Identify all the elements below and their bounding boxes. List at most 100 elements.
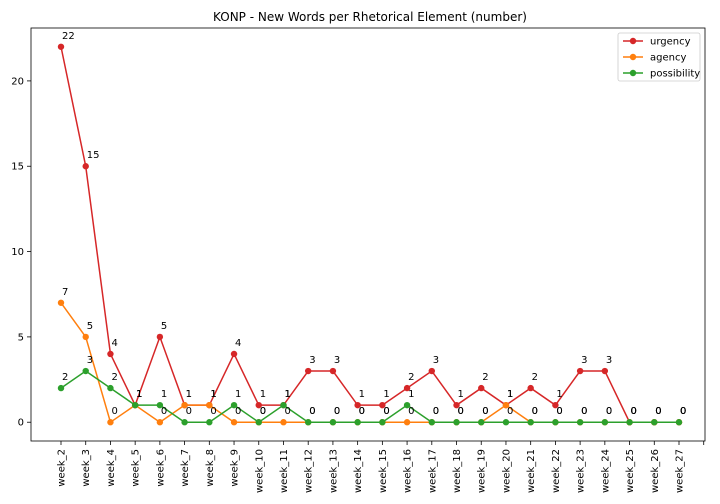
data-label-urgency: 4 (111, 338, 117, 349)
data-label-urgency: 15 (87, 150, 100, 161)
data-point-possibility (255, 419, 262, 426)
data-label-possibility: 1 (136, 389, 142, 400)
x-tick-label: week_10 (254, 449, 265, 493)
legend-label: agency (650, 53, 686, 64)
data-point-possibility (675, 419, 683, 426)
x-tick-label: week_9 (230, 449, 241, 487)
legend-label: urgency (650, 37, 691, 48)
x-tick-label: week_13 (328, 449, 339, 493)
data-point-possibility (156, 401, 164, 409)
data-label-agency: 0 (309, 406, 315, 417)
legend: urgency agency possibility (617, 32, 701, 82)
data-label-agency: 0 (161, 406, 167, 417)
data-label-urgency: 4 (235, 338, 241, 349)
data-point-possibility (354, 419, 361, 426)
data-label-urgency: 1 (556, 389, 562, 400)
data-label-possibility: 0 (458, 406, 464, 417)
data-point-urgency (428, 367, 435, 375)
data-point-urgency (576, 367, 584, 375)
y-axis: 0 5 10 15 20 (11, 76, 31, 429)
data-label-urgency: 3 (309, 355, 315, 366)
x-tick-label: week_4 (106, 449, 117, 487)
data-point-urgency (255, 401, 262, 409)
data-label-urgency: 2 (482, 372, 488, 383)
x-tick-label: week_22 (551, 449, 562, 493)
legend-item-urgency: urgency (623, 37, 691, 48)
data-point-urgency (329, 367, 337, 375)
x-tick-label: week_25 (625, 449, 636, 493)
data-point-possibility (82, 367, 89, 375)
x-tick-label: week_5 (131, 449, 142, 487)
data-label-agency: 0 (458, 406, 464, 417)
data-point-possibility (502, 419, 510, 426)
data-point-possibility (552, 419, 559, 426)
data-point-urgency (552, 401, 559, 409)
data-label-agency: 0 (680, 406, 686, 417)
x-tick-label: week_8 (205, 449, 216, 487)
data-label-agency: 0 (260, 406, 266, 417)
data-label-agency: 1 (210, 389, 216, 400)
data-label-agency: 1 (186, 389, 192, 400)
data-label-urgency: 0 (655, 406, 661, 417)
data-point-urgency (156, 333, 164, 341)
data-label-agency: 0 (631, 406, 637, 417)
data-point-agency (181, 401, 188, 409)
data-label-agency: 0 (284, 406, 290, 417)
series-possibility (57, 367, 683, 426)
data-point-urgency (453, 401, 460, 409)
legend-swatch-marker (629, 69, 637, 77)
data-point-agency (230, 419, 238, 426)
data-point-possibility (576, 419, 584, 426)
data-point-possibility (403, 401, 411, 409)
y-tick-label: 20 (11, 76, 24, 87)
data-label-possibility: 0 (556, 406, 562, 417)
data-point-agency (502, 401, 510, 409)
data-label-possibility: 3 (87, 355, 93, 366)
data-point-agency (82, 333, 89, 341)
data-point-urgency (305, 367, 312, 375)
series-agency (57, 299, 683, 426)
data-point-possibility (57, 384, 65, 392)
plot-frame (30, 27, 706, 442)
x-tick-label: week_2 (57, 449, 68, 487)
data-point-urgency (354, 401, 361, 409)
data-label-possibility: 0 (260, 406, 266, 417)
data-label-urgency: 1 (260, 389, 266, 400)
legend-swatch-marker (629, 37, 637, 45)
data-label-possibility: 0 (359, 406, 365, 417)
data-label-possibility: 1 (408, 389, 414, 400)
x-tick-label: week_7 (180, 449, 191, 487)
data-point-possibility (651, 419, 658, 426)
x-tick-label: week_26 (650, 449, 661, 493)
data-label-agency: 0 (111, 406, 117, 417)
series-line-urgency (60, 46, 679, 423)
data-label-possibility: 1 (284, 389, 290, 400)
data-label-urgency: 0 (680, 406, 686, 417)
x-tick-label: week_3 (81, 449, 92, 487)
data-point-possibility (379, 419, 386, 426)
data-label-possibility: 0 (210, 406, 216, 417)
data-point-agency (107, 419, 114, 426)
data-label-agency: 0 (359, 406, 365, 417)
data-point-agency (57, 299, 65, 306)
data-label-agency: 5 (87, 321, 93, 332)
series-layer (57, 43, 683, 426)
series-urgency (57, 43, 683, 426)
y-tick-label: 15 (11, 162, 24, 173)
data-point-urgency (379, 401, 386, 409)
data-label-agency: 0 (482, 406, 488, 417)
data-label-urgency: 1 (136, 389, 142, 400)
x-tick-label: week_15 (378, 449, 389, 493)
data-label-urgency: 0 (631, 406, 637, 417)
data-label-urgency: 1 (458, 389, 464, 400)
x-tick-label: week_11 (279, 449, 290, 493)
data-label-urgency: 22 (62, 31, 75, 42)
data-label-urgency: 2 (408, 372, 414, 383)
data-point-urgency (403, 384, 411, 392)
data-label-agency: 0 (532, 406, 538, 417)
data-point-possibility (453, 419, 460, 426)
data-label-possibility: 0 (482, 406, 488, 417)
y-tick-label: 5 (18, 332, 24, 343)
data-label-urgency: 1 (284, 389, 290, 400)
x-tick-label: week_24 (600, 449, 611, 493)
